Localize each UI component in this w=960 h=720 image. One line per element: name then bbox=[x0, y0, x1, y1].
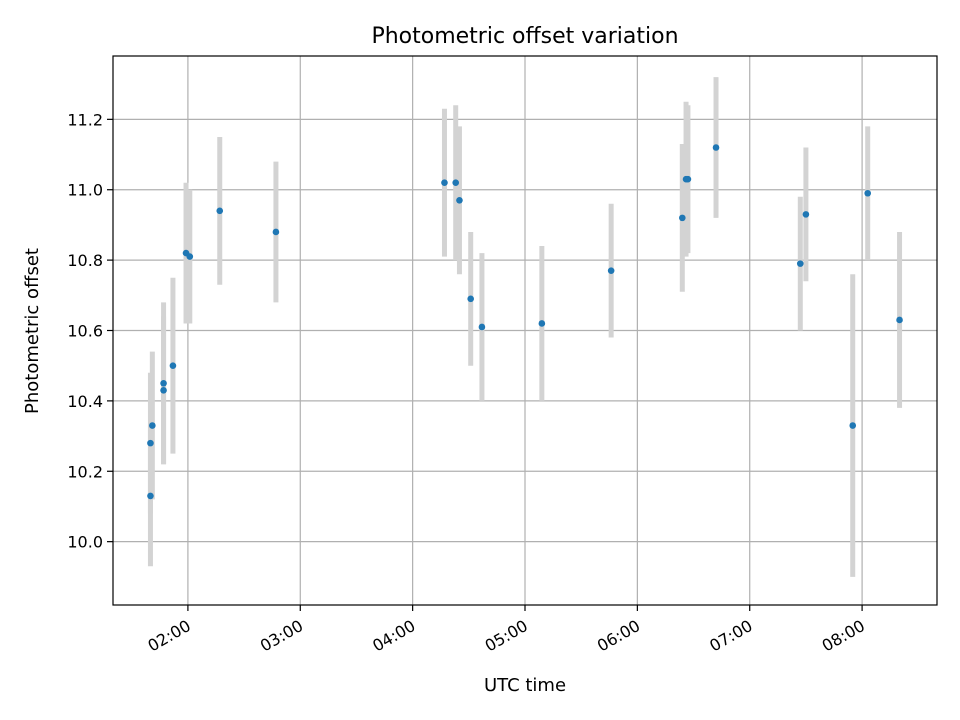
y-tick-label: 10.8 bbox=[67, 251, 103, 270]
data-point bbox=[478, 323, 486, 331]
data-point bbox=[802, 211, 810, 218]
data-point bbox=[147, 439, 154, 447]
data-point bbox=[452, 179, 460, 186]
data-point bbox=[607, 267, 615, 274]
x-axis-label: UTC time bbox=[484, 675, 566, 696]
data-point bbox=[149, 422, 156, 429]
data-point bbox=[712, 144, 720, 151]
data-point bbox=[467, 295, 474, 303]
data-point bbox=[864, 189, 872, 197]
y-tick-label: 10.2 bbox=[67, 462, 103, 481]
y-axis-ticks: 10.0 10.2 10.4 10.6 10.8 11.0 11.2 bbox=[67, 110, 113, 552]
data-point bbox=[896, 316, 903, 324]
y-tick-label: 11.0 bbox=[67, 181, 103, 200]
data-point bbox=[456, 196, 463, 204]
data-point bbox=[796, 260, 804, 267]
data-point bbox=[441, 179, 448, 186]
data-point bbox=[186, 253, 194, 260]
data-point bbox=[160, 379, 167, 387]
data-points bbox=[147, 144, 903, 500]
data-point bbox=[216, 207, 224, 215]
chart-title: Photometric offset variation bbox=[371, 24, 678, 49]
y-tick-label: 10.4 bbox=[67, 392, 103, 411]
data-point bbox=[849, 422, 857, 429]
data-point bbox=[272, 228, 280, 236]
y-tick-label: 10.0 bbox=[67, 533, 103, 552]
data-point bbox=[684, 175, 692, 183]
data-point bbox=[538, 320, 546, 327]
data-point bbox=[160, 387, 167, 394]
data-point bbox=[679, 214, 686, 222]
y-tick-label: 10.6 bbox=[67, 322, 103, 341]
y-tick-label: 11.2 bbox=[67, 110, 103, 129]
data-point bbox=[169, 362, 177, 369]
data-point bbox=[147, 492, 154, 500]
y-axis-label: Photometric offset bbox=[22, 248, 43, 414]
